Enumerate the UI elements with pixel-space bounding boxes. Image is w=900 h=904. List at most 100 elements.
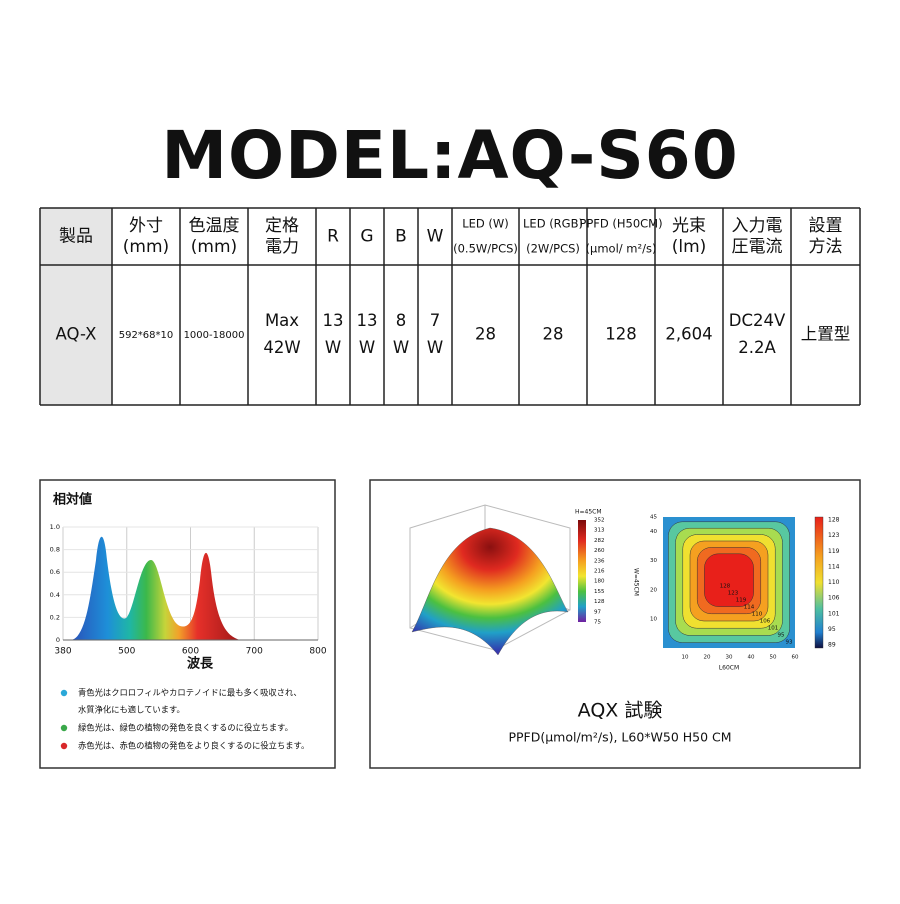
colorbar-label: 97: [594, 609, 601, 615]
table-header: (mm): [191, 237, 237, 257]
colorbar-label: 155: [594, 589, 605, 595]
y-tick-label: 0.2: [50, 613, 60, 621]
colorbar-label: 236: [594, 558, 605, 564]
note-text: 緑色光は、緑色の植物の発色を良くするのに役立ちます。: [78, 723, 293, 733]
table-cell: DC24V: [729, 311, 786, 330]
table-cell: 上置型: [801, 325, 851, 344]
note-text: 青色光はクロロフィルやカロテノイドに最も多く吸収され、: [78, 688, 302, 698]
x-tick-label: 500: [118, 647, 135, 657]
table-header: (0.5W/PCS): [453, 242, 518, 256]
x-tick-label: 800: [309, 647, 326, 657]
table-header: R: [327, 227, 339, 247]
table-header: LED (W): [462, 217, 509, 231]
contour-label: 95: [778, 633, 785, 639]
colorbar-label: 110: [828, 579, 840, 586]
x-tick-label: 10: [682, 655, 689, 661]
table-header: 入力電: [732, 216, 783, 236]
x-axis-label: L60CM: [719, 665, 739, 672]
colorbar-label: 95: [828, 626, 836, 633]
spectrum-curve: [70, 536, 240, 640]
table-header: (lm): [672, 237, 707, 257]
table-header: 製品: [59, 227, 93, 247]
colorbar-label: 216: [594, 569, 605, 575]
colorbar-label: 114: [828, 563, 840, 570]
contour-label: 128: [720, 584, 731, 590]
contour-label: 106: [760, 619, 771, 625]
x-tick-label: 700: [246, 647, 263, 657]
colorbar-label: 260: [594, 548, 605, 554]
contour: [704, 553, 754, 607]
table-header: (mm): [123, 237, 169, 257]
x-axis-label: 波長: [187, 656, 214, 672]
colorbar-label: 180: [594, 579, 605, 585]
y-tick-label: 1.0: [50, 523, 60, 531]
spectrum-panel: [39, 479, 336, 769]
table-header: (μmol/ m²/s): [586, 242, 657, 256]
test-panel: [369, 479, 861, 769]
contour-label: 119: [736, 598, 747, 604]
table-header: 色温度: [189, 216, 240, 236]
colorbar-label: 119: [828, 548, 840, 555]
table-cell: 592*68*10: [119, 330, 174, 341]
table-cell: 13: [357, 311, 378, 330]
colorbar-label: 89: [828, 642, 836, 649]
table-header: W: [427, 227, 444, 247]
table-cell: W: [359, 338, 375, 357]
table-header: 光束: [672, 216, 706, 236]
table-cell: AQ-X: [56, 325, 97, 344]
table-cell: 2.2A: [738, 338, 776, 357]
table-cell: 13: [323, 311, 344, 330]
colorbar-label: 313: [594, 528, 605, 534]
table-cell: 28: [543, 325, 564, 344]
table-cell: W: [393, 338, 409, 357]
y-tick-label: 0.8: [50, 546, 60, 554]
x-tick-label: 30: [726, 655, 733, 661]
colorbar-label: 101: [828, 610, 840, 617]
table-cell: Max: [265, 311, 299, 330]
y-axis-label: W=45CM: [633, 568, 640, 596]
table-header: 外寸: [129, 216, 163, 236]
colorbar: [814, 516, 824, 649]
y-tick-label: 0.4: [50, 591, 60, 599]
table-header: 電力: [265, 237, 299, 257]
test-subtitle: PPFD(μmol/m²/s), L60*W50 H50 CM: [508, 730, 731, 745]
table-cell: W: [427, 338, 443, 357]
row-first-cell: [40, 265, 112, 405]
table-cell: 1000-18000: [184, 330, 245, 341]
table-cell: 7: [430, 311, 441, 330]
bullet: [60, 724, 68, 732]
bullet: [60, 689, 68, 697]
y-tick-label: 0.6: [50, 568, 60, 576]
y-tick-label: 10: [650, 616, 657, 622]
y-tick-label: 20: [650, 587, 657, 593]
header-first-cell: [40, 208, 112, 265]
table-header: PPFD (H50CM): [579, 217, 662, 231]
colorbar-label: 282: [594, 538, 605, 544]
contour-label: 101: [768, 626, 779, 632]
x-tick-label: 50: [770, 655, 777, 661]
table-header: G: [360, 227, 373, 247]
spectrum-title: 相対値: [53, 492, 92, 508]
table-header: 方法: [809, 237, 843, 257]
colorbar-label: 123: [828, 532, 840, 539]
table-header: LED (RGB): [523, 217, 583, 231]
note-text: 水質浄化にも適しています。: [78, 705, 185, 715]
note-text: 赤色光は、赤色の植物の発色をより良くするのに役立ちます。: [78, 741, 309, 751]
table-cell: 42W: [263, 338, 300, 357]
colorbar: [578, 520, 586, 622]
colorbar-label: 128: [594, 599, 605, 605]
contour-label: 93: [786, 640, 793, 646]
y-tick-label: 0: [56, 636, 60, 644]
x-tick-label: 20: [704, 655, 711, 661]
x-tick-label: 40: [748, 655, 755, 661]
y-tick-label: 30: [650, 558, 657, 564]
table-cell: 8: [396, 311, 407, 330]
x-tick-label: 60: [792, 655, 799, 661]
y-tick-label: 40: [650, 529, 657, 535]
table-header: B: [395, 227, 407, 247]
table-header: 設置: [809, 216, 843, 236]
title: MODEL:AQ-S60: [161, 117, 738, 194]
contour-label: 123: [728, 591, 739, 597]
table-cell: W: [325, 338, 341, 357]
